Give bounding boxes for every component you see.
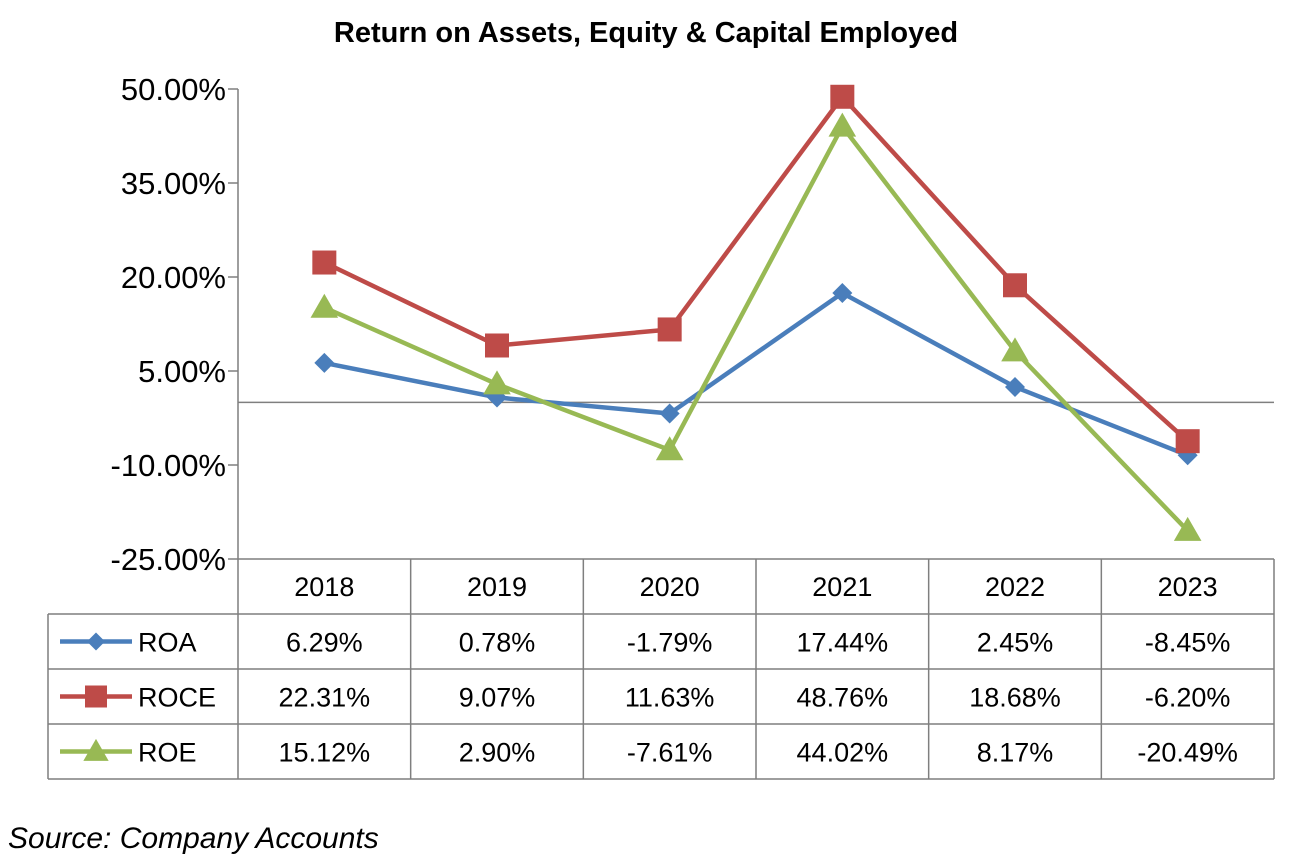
data-point-roce xyxy=(1003,273,1027,298)
data-label: 6.29% xyxy=(286,628,363,658)
data-point-roce xyxy=(485,333,509,358)
data-label: 18.68% xyxy=(969,683,1061,713)
data-label: 8.17% xyxy=(977,738,1054,768)
series-line-roe xyxy=(323,124,1190,533)
data-label: -6.20% xyxy=(1145,683,1231,713)
y-tick-label: 5.00% xyxy=(138,354,226,389)
data-label: 22.31% xyxy=(279,683,371,713)
data-point-roce xyxy=(657,317,682,342)
x-category-label: 2022 xyxy=(985,572,1045,602)
data-label: -8.45% xyxy=(1145,628,1231,658)
axes: 50.00% 35.00% 20.00% 5.00% -10.00% -25.00% xyxy=(111,72,1274,577)
data-point-roe xyxy=(828,112,857,137)
y-tick-label: 20.00% xyxy=(121,260,226,295)
x-category-label: 2018 xyxy=(294,572,354,602)
legend-key-roa xyxy=(60,632,132,651)
series-line-roce xyxy=(323,94,1190,443)
data-label: 11.63% xyxy=(625,683,715,713)
data-label: 0.78% xyxy=(459,628,536,658)
legend-marker xyxy=(87,632,105,651)
data-label: 2.90% xyxy=(459,738,536,768)
y-tick-label: -10.00% xyxy=(111,448,226,483)
data-label: -20.49% xyxy=(1137,738,1238,768)
data-point-roe xyxy=(1173,516,1202,541)
x-category-label: 2023 xyxy=(1158,572,1218,602)
data-label: 9.07% xyxy=(459,683,536,713)
legend-label: ROA xyxy=(138,628,197,658)
data-point-roce xyxy=(1175,429,1200,454)
data-label: 15.12% xyxy=(279,738,371,768)
data-point-roa xyxy=(1005,376,1025,397)
data-label: 44.02% xyxy=(797,738,889,768)
data-point-roe xyxy=(310,293,339,318)
series-line-roa xyxy=(323,290,1189,458)
series-roe xyxy=(310,112,1202,541)
chart-title: Return on Assets, Equity & Capital Emplo… xyxy=(334,17,958,49)
legend-key-roce xyxy=(60,685,132,708)
legend-marker xyxy=(85,685,107,708)
y-tick-label: 50.00% xyxy=(121,72,226,107)
data-label: 17.44% xyxy=(797,628,889,658)
source-note: Source: Company Accounts xyxy=(8,822,379,855)
data-point-roe xyxy=(1001,337,1029,362)
series-roce xyxy=(312,84,1200,454)
series-roa xyxy=(314,283,1198,466)
data-point-roe xyxy=(655,436,684,461)
y-tick-label: -25.00% xyxy=(111,542,226,577)
data-point-roa xyxy=(314,352,335,373)
y-tick-label: 35.00% xyxy=(121,166,226,201)
x-category-label: 2020 xyxy=(640,572,700,602)
data-point-roe xyxy=(483,370,511,395)
series-layer xyxy=(310,84,1202,541)
data-point-roce xyxy=(830,84,855,109)
data-table: 2018 2019 2020 2021 2022 2023 ROA 6.29% 0.78% -1.… xyxy=(47,558,1275,780)
legend-label: ROE xyxy=(138,738,197,768)
data-label: 2.45% xyxy=(977,628,1054,658)
legend-marker xyxy=(83,738,109,761)
data-label: -7.61% xyxy=(627,738,713,768)
x-category-label: 2019 xyxy=(467,572,527,602)
legend-key-roe xyxy=(60,738,132,761)
data-label: -1.79% xyxy=(627,628,713,658)
data-point-roa xyxy=(832,283,853,304)
data-label: 48.76% xyxy=(797,683,889,713)
x-category-label: 2021 xyxy=(812,572,872,602)
data-point-roa xyxy=(659,403,680,424)
data-point-roce xyxy=(312,250,337,275)
legend-label: ROCE xyxy=(138,683,216,713)
